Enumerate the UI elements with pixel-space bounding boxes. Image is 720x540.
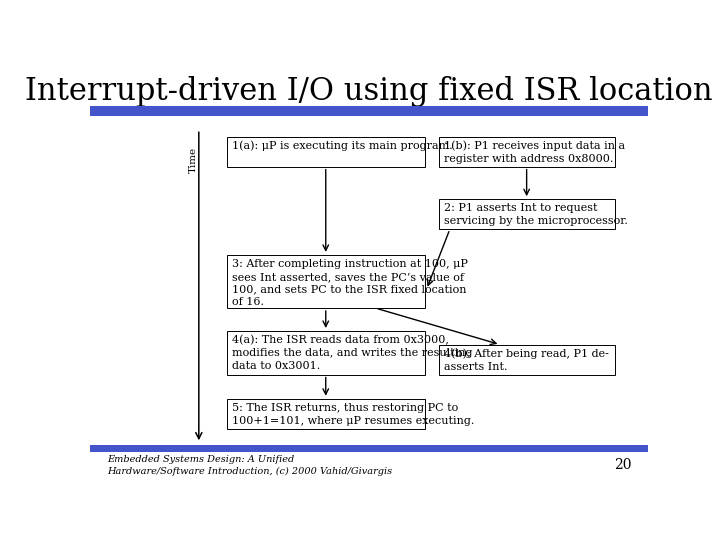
Text: 4(b): After being read, P1 de-
asserts Int.: 4(b): After being read, P1 de- asserts I… bbox=[444, 349, 609, 372]
Text: 1(b): P1 receives input data in a
register with address 0x8000.: 1(b): P1 receives input data in a regist… bbox=[444, 141, 626, 164]
Bar bbox=[90, 445, 648, 453]
Text: 2: P1 asserts Int to request
servicing by the microprocessor.: 2: P1 asserts Int to request servicing b… bbox=[444, 203, 629, 226]
Text: 4(a): The ISR reads data from 0x3000,
modifies the data, and writes the resultin: 4(a): The ISR reads data from 0x3000, mo… bbox=[233, 335, 473, 371]
Bar bbox=[227, 255, 425, 308]
Text: Time: Time bbox=[189, 147, 198, 173]
Text: 1(a): μP is executing its main program.: 1(a): μP is executing its main program. bbox=[233, 141, 453, 151]
Bar bbox=[227, 399, 425, 429]
Text: 3: After completing instruction at 100, μP
sees Int asserted, saves the PC’s val: 3: After completing instruction at 100, … bbox=[233, 259, 468, 307]
Bar bbox=[90, 106, 648, 116]
Bar bbox=[438, 199, 615, 229]
Text: 20: 20 bbox=[613, 458, 631, 472]
Bar bbox=[227, 331, 425, 375]
Text: Interrupt-driven I/O using fixed ISR location: Interrupt-driven I/O using fixed ISR loc… bbox=[25, 76, 713, 107]
Text: 5: The ISR returns, thus restoring PC to
100+1=101, where μP resumes executing.: 5: The ISR returns, thus restoring PC to… bbox=[233, 403, 474, 426]
Bar bbox=[438, 137, 615, 167]
Bar bbox=[227, 137, 425, 167]
Bar bbox=[438, 345, 615, 375]
Text: Embedded Systems Design: A Unified
Hardware/Software Introduction, (c) 2000 Vahi: Embedded Systems Design: A Unified Hardw… bbox=[107, 455, 392, 476]
